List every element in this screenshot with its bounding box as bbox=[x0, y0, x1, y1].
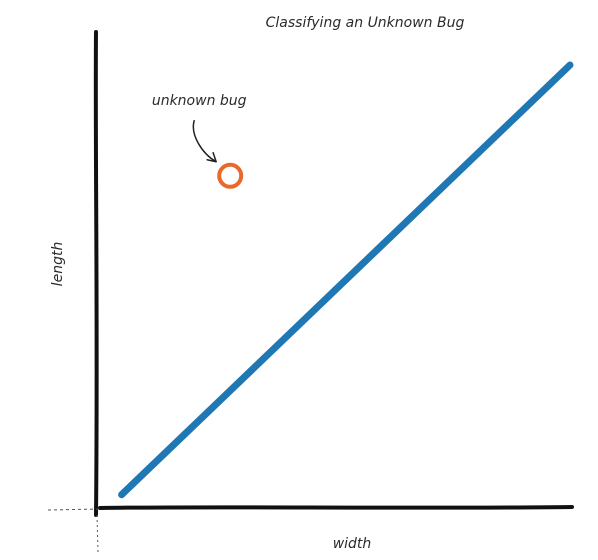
x-axis bbox=[98, 505, 574, 510]
unknown-bug-point bbox=[217, 162, 244, 189]
y-axis-label: length bbox=[50, 242, 66, 287]
x-axis-tail bbox=[47, 508, 101, 511]
chart-title: Classifying an Unknown Bug bbox=[266, 15, 465, 31]
annotation-label: unknown bug bbox=[152, 93, 247, 109]
y-axis-tail bbox=[96, 514, 99, 553]
x-axis-label: width bbox=[333, 536, 372, 552]
annotation-arrow bbox=[192, 120, 217, 163]
series-line bbox=[118, 61, 574, 499]
y-axis bbox=[93, 30, 99, 517]
